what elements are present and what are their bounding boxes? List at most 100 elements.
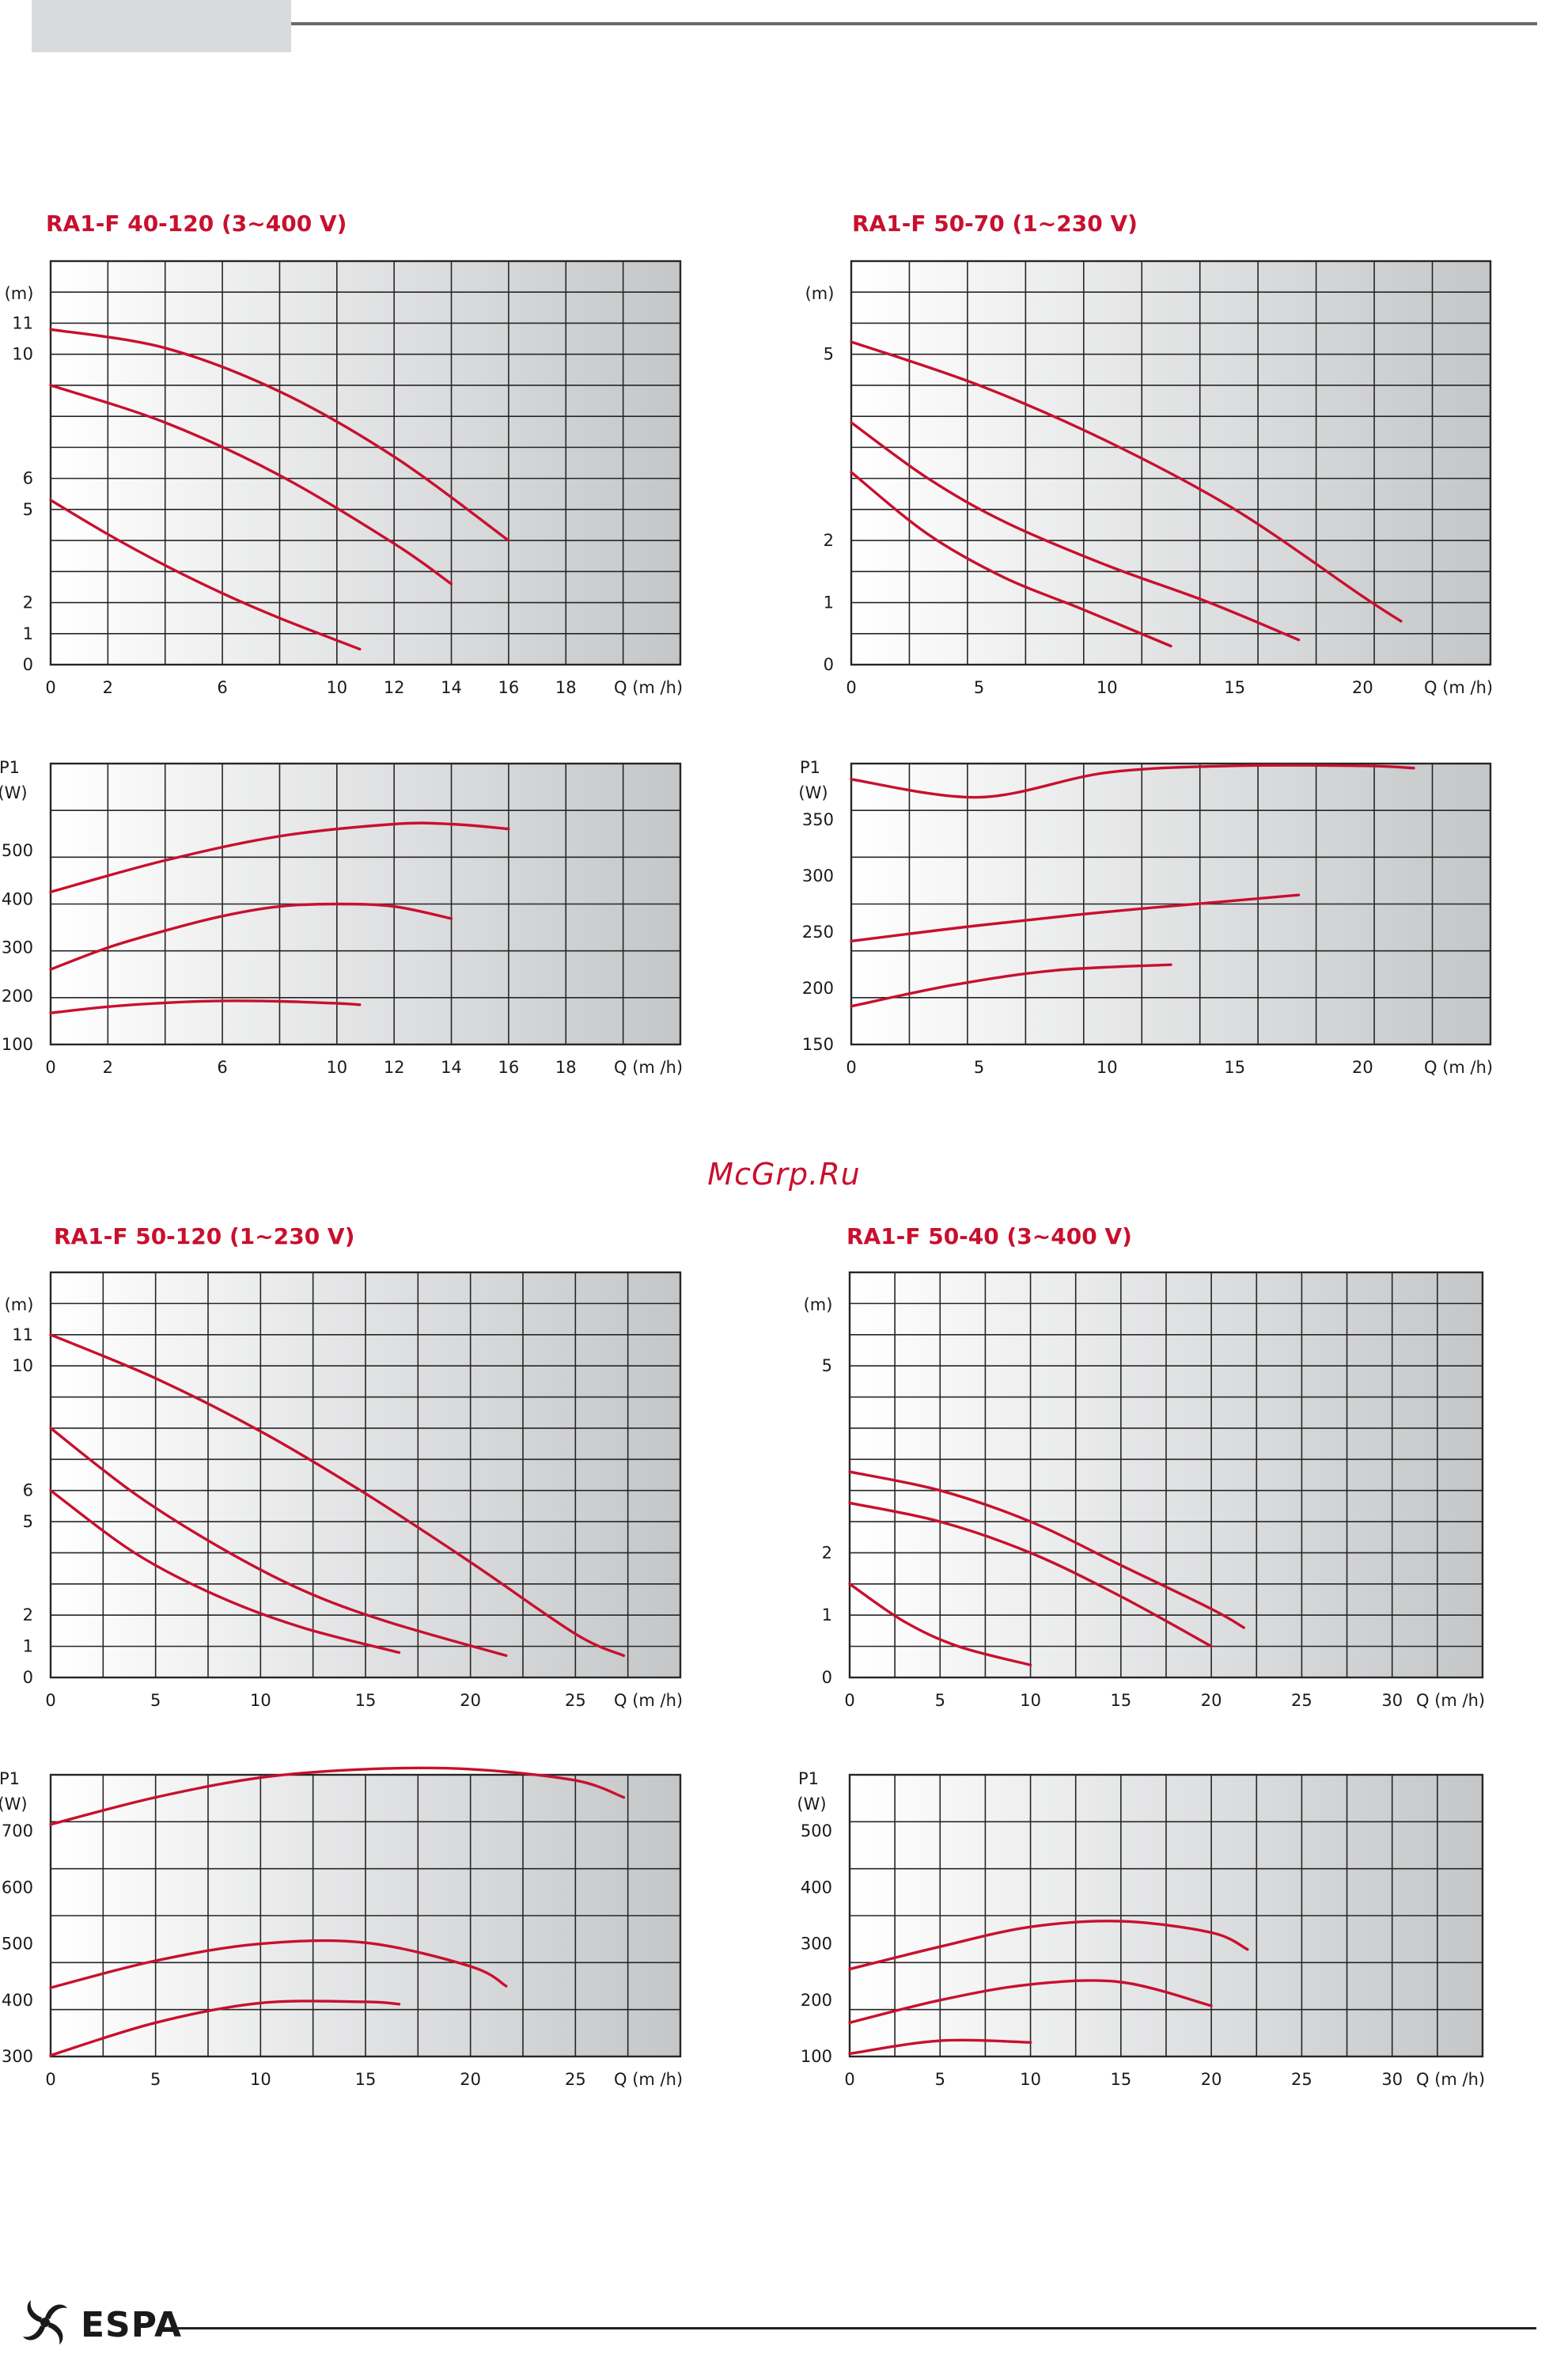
- y-tick-label: 200: [802, 979, 834, 998]
- y-tick-label: 0: [824, 655, 834, 674]
- header-rule: [291, 22, 1537, 25]
- x-tick-label: 10: [250, 1691, 271, 1710]
- y-tick-label: 2: [824, 531, 834, 550]
- y-axis-label: (m): [805, 284, 835, 303]
- plot-border: [850, 260, 1492, 666]
- y-axis-label: P1: [0, 758, 20, 777]
- x-tick-label: 20: [1201, 1691, 1222, 1710]
- x-tick-label: 15: [1110, 1691, 1131, 1710]
- chart-title: RA1-F 50-120 (1~230 V): [54, 1223, 355, 1249]
- x-tick-labels: 0 5 10 15 20: [846, 678, 1373, 697]
- series-line: [848, 1979, 1213, 2024]
- x-tick-label: 15: [355, 1691, 377, 1710]
- y-tick-labels: 300 400 500 600 700: [2, 1821, 33, 2066]
- y-tick-label: 300: [2, 2047, 33, 2066]
- series-line: [49, 328, 510, 542]
- x-tick-labels: 0 2 6 10 12 14 16 18: [45, 678, 576, 697]
- series-line: [49, 2000, 401, 2057]
- y-tick-labels: 0 1 2 5 6 10 11: [12, 313, 33, 674]
- x-tick-label: 25: [565, 2070, 586, 2089]
- x-tick-label: 10: [326, 1058, 347, 1077]
- x-tick-label: 0: [844, 2070, 854, 2089]
- y-tick-label: 5: [23, 1512, 33, 1531]
- y-tick-label: 350: [802, 810, 834, 829]
- x-tick-label: 10: [1096, 678, 1118, 697]
- y-tick-label: 6: [23, 1481, 33, 1500]
- series-line: [848, 1470, 1245, 1629]
- y-tick-labels: 0 1 2 5: [824, 345, 834, 674]
- y-tick-label: 1: [23, 624, 33, 643]
- series-line: [49, 1333, 626, 1658]
- x-tick-label: 10: [250, 2070, 271, 2089]
- x-tick-labels: 0 2 6 10 12 14 16 18: [45, 1058, 576, 1077]
- plot-border: [848, 1271, 1484, 1679]
- y-tick-label: 0: [23, 655, 33, 674]
- x-tick-label: 12: [384, 1058, 405, 1077]
- y-tick-label: 11: [12, 1325, 33, 1344]
- y-axis-label: (m): [804, 1295, 833, 1314]
- y-tick-label: 400: [2, 889, 33, 908]
- series-line: [848, 1583, 1032, 1666]
- plot-border: [848, 1773, 1484, 2058]
- x-tick-label: 20: [1201, 2070, 1222, 2089]
- x-axis-label: Q (m /h): [614, 2070, 683, 2089]
- y-tick-label: 1: [23, 1637, 33, 1656]
- y-tick-labels: 100 200 300 400 500: [2, 841, 33, 1054]
- series-line: [850, 421, 1301, 642]
- series-line: [848, 1920, 1249, 1971]
- series-line: [49, 384, 453, 586]
- series-line: [850, 963, 1172, 1008]
- x-tick-labels: 0 5 10 15 20 25: [45, 1691, 585, 1710]
- x-tick-label: 6: [217, 678, 227, 697]
- series-line: [49, 1489, 401, 1655]
- y-tick-label: 5: [822, 1356, 832, 1375]
- y-tick-labels: 150 200 250 300 350: [802, 810, 834, 1054]
- series-line: [848, 2038, 1032, 2056]
- y-tick-label: 5: [23, 500, 33, 519]
- x-tick-label: 15: [1110, 2070, 1131, 2089]
- y-tick-label: 600: [2, 1878, 33, 1897]
- y-tick-label: 100: [801, 2047, 832, 2066]
- y-tick-label: 10: [12, 345, 33, 364]
- y-tick-label: 5: [824, 345, 834, 364]
- x-tick-label: 14: [441, 678, 462, 697]
- chart-title: RA1-F 50-70 (1~230 V): [852, 210, 1138, 237]
- plot-border: [49, 762, 682, 1046]
- x-tick-label: 15: [355, 2070, 377, 2089]
- x-tick-label: 5: [974, 678, 984, 697]
- series-line: [850, 340, 1403, 623]
- plot-border: [49, 1773, 682, 2058]
- x-tick-label: 20: [460, 1691, 481, 1710]
- x-axis-label: Q (m /h): [1424, 1058, 1493, 1077]
- y-tick-label: 400: [801, 1878, 832, 1897]
- x-tick-label: 0: [846, 1058, 856, 1077]
- y-tick-labels: 0 1 2 5 6 10 11: [12, 1325, 33, 1687]
- y-tick-label: 250: [802, 923, 834, 942]
- y-tick-label: 200: [2, 987, 33, 1006]
- y-tick-label: 100: [2, 1035, 33, 1054]
- chart-title: RA1-F 50-40 (3~400 V): [846, 1223, 1132, 1249]
- watermark: McGrp.Ru: [707, 1157, 861, 1192]
- head-chart-50-70: 0 1 2 5 (m) 0 5 10 15 20 Q (m /h): [805, 260, 1493, 697]
- header-tab: [32, 0, 291, 52]
- y-tick-label: 200: [801, 1991, 832, 2010]
- series-line: [850, 471, 1172, 648]
- x-tick-label: 10: [1020, 2070, 1041, 2089]
- series-line: [49, 1427, 508, 1658]
- x-tick-label: 25: [565, 1691, 586, 1710]
- x-tick-label: 0: [846, 678, 856, 697]
- y-tick-label: 150: [802, 1035, 834, 1054]
- y-tick-label: 10: [12, 1356, 33, 1375]
- espa-logo-icon: [23, 2300, 67, 2345]
- x-tick-labels: 0 5 10 15 20 25 30: [844, 2070, 1403, 2089]
- y-tick-label: 11: [12, 313, 33, 332]
- plot-border: [850, 762, 1492, 1046]
- x-tick-label: 20: [1352, 678, 1373, 697]
- x-tick-label: 5: [974, 1058, 984, 1077]
- y-axis-label: P1: [0, 1769, 20, 1788]
- x-tick-label: 0: [844, 1691, 854, 1710]
- y-tick-label: 2: [822, 1543, 832, 1562]
- power-chart-50-40: 100 200 300 400 500 P1 (W) 0 5 10 15 20 25 30 Q (m /h): [797, 1769, 1485, 2089]
